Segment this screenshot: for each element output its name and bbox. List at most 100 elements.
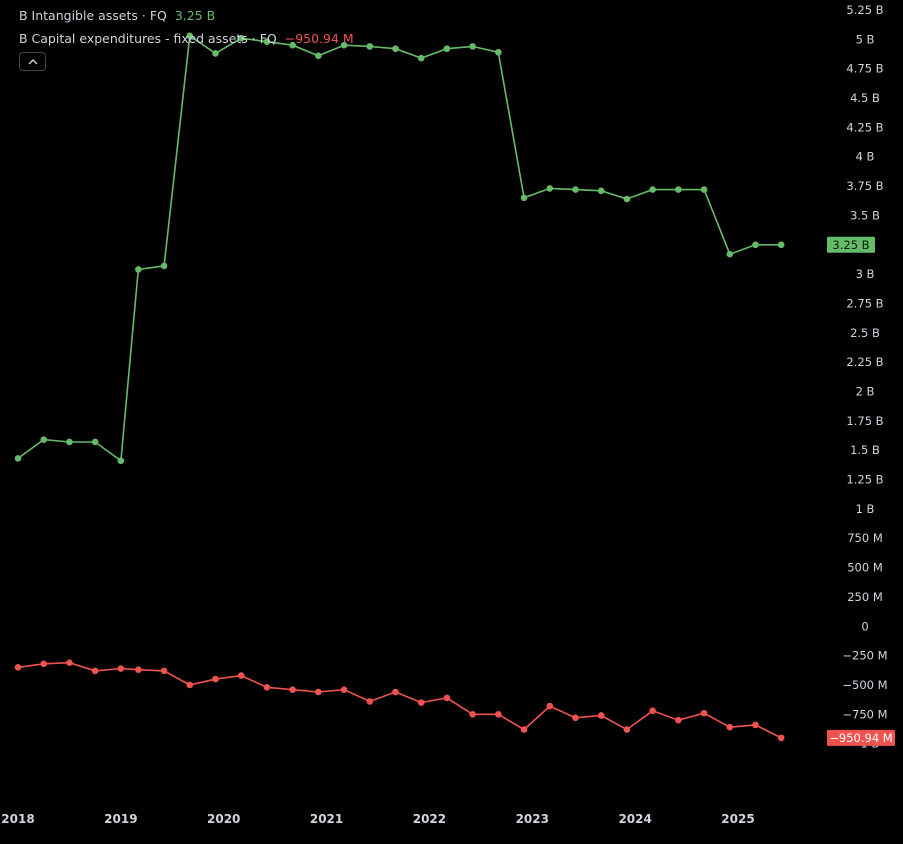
legend-value: −950.94 M [284, 31, 354, 46]
y-tick-label: 4 B [856, 150, 875, 164]
legend-label: B Capital expenditures - fixed assets · … [19, 31, 277, 46]
data-point [726, 723, 734, 731]
data-point [237, 34, 245, 42]
x-axis: 2018 2019 2020 2021 2022 2023 2024 2025 [1, 812, 754, 826]
y-tick-label: 750 M [847, 531, 883, 545]
data-point [366, 43, 374, 50]
data-point [443, 45, 451, 53]
x-tick-label: 2022 [413, 812, 446, 826]
data-point [212, 50, 219, 57]
data-point [572, 186, 579, 193]
data-point [14, 455, 22, 462]
data-point [263, 38, 271, 45]
legend-label: B Intangible assets · FQ [19, 8, 167, 23]
data-point [623, 195, 631, 203]
data-point [340, 41, 348, 49]
data-point [495, 711, 502, 718]
y-tick-label: −500 M [842, 678, 887, 692]
y-tick-label: 4.25 B [846, 120, 883, 134]
data-point [91, 667, 99, 675]
data-point [726, 250, 734, 258]
data-point [752, 241, 759, 249]
data-point [700, 186, 708, 193]
data-point [392, 45, 399, 53]
data-point [469, 43, 476, 50]
chevron-up-icon [28, 58, 37, 64]
y-tick-label: 5 B [856, 32, 875, 46]
x-tick-label: 2020 [207, 812, 240, 826]
x-tick-label: 2019 [104, 812, 137, 826]
data-point [520, 726, 528, 733]
data-point [263, 684, 271, 691]
legend-item-intangible-assets[interactable]: B Intangible assets · FQ 3.25 B [19, 4, 354, 27]
x-tick-label: 2024 [618, 812, 651, 826]
y-tick-label: −750 M [842, 707, 887, 721]
data-point [237, 672, 245, 679]
data-point [315, 688, 322, 696]
data-point [675, 186, 682, 193]
data-point [700, 709, 708, 717]
data-point [160, 262, 168, 270]
y-tick-label: 2.75 B [846, 296, 883, 310]
legend: B Intangible assets · FQ 3.25 B B Capita… [19, 4, 354, 50]
data-point [289, 41, 296, 49]
y-tick-label: 3.75 B [846, 179, 883, 193]
collapse-legend-button[interactable] [19, 52, 46, 71]
data-point [186, 32, 194, 40]
data-point [66, 438, 73, 446]
data-point [91, 438, 99, 446]
data-point [417, 699, 425, 706]
x-tick-label: 2023 [516, 812, 549, 826]
data-point [597, 712, 605, 719]
last-value-badge [827, 236, 875, 253]
data-point [289, 686, 296, 693]
y-tick-label: 2 B [856, 385, 875, 399]
data-point [392, 688, 399, 696]
y-tick-label: 5.25 B [846, 3, 883, 17]
data-point [623, 726, 631, 733]
data-point [366, 698, 374, 705]
series-lines [14, 32, 785, 742]
data-point [117, 665, 125, 672]
data-point [417, 54, 425, 62]
data-point [777, 241, 785, 249]
x-tick-label: 2018 [1, 812, 34, 826]
y-tick-label: 1 B [856, 502, 875, 516]
y-tick-label: 3.5 B [850, 208, 880, 222]
data-point [520, 194, 528, 202]
y-tick-label: 250 M [847, 590, 883, 604]
last-value-badge-label: −950.94 M [829, 731, 892, 745]
data-point [135, 666, 142, 674]
x-tick-label: 2025 [721, 812, 754, 826]
data-point [66, 659, 73, 666]
last-value-badge-label: 3.25 B [832, 238, 869, 252]
data-point [597, 187, 605, 195]
y-tick-label: −250 M [842, 649, 887, 663]
data-point [649, 186, 656, 193]
data-point [340, 686, 348, 693]
data-point [675, 716, 682, 724]
x-tick-label: 2021 [310, 812, 343, 826]
data-point [315, 52, 322, 60]
data-point [752, 721, 759, 729]
y-tick-label: 2.25 B [846, 355, 883, 369]
y-tick-label: 500 M [847, 561, 883, 575]
y-tick-label: 0 [861, 619, 868, 633]
data-point [186, 681, 194, 689]
y-tick-label: 2.5 B [850, 326, 880, 340]
y-tick-label: 1.5 B [850, 443, 880, 457]
y-tick-label: 1.75 B [846, 414, 883, 428]
data-point [546, 185, 554, 192]
legend-item-capital-expenditures[interactable]: B Capital expenditures - fixed assets · … [19, 27, 354, 50]
data-point [40, 436, 48, 443]
series-line [17, 661, 782, 739]
data-point [14, 664, 22, 671]
data-point [212, 675, 219, 683]
data-point [40, 660, 48, 668]
data-point [135, 266, 142, 273]
y-tick-label: 4.5 B [850, 91, 880, 105]
data-point [777, 734, 785, 742]
data-point [160, 667, 168, 675]
y-tick-label: 3 B [856, 267, 875, 281]
